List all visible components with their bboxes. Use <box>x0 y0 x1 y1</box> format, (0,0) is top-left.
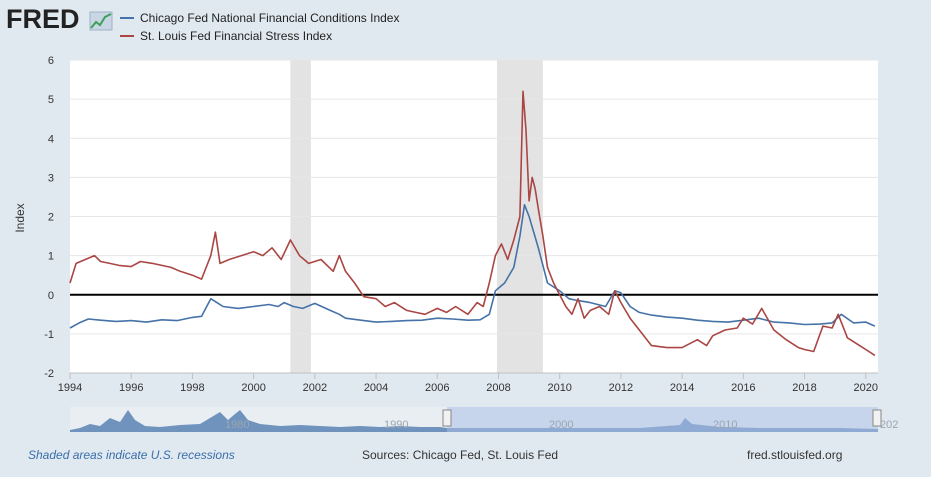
x-tick-label: 1994 <box>58 382 82 394</box>
x-tick-label: 2018 <box>792 382 816 394</box>
x-tick-label: 2014 <box>670 382 694 394</box>
legend: Chicago Fed National Financial Condition… <box>120 9 399 45</box>
site-link[interactable]: fred.stlouisfed.org <box>747 448 843 462</box>
x-tick-label: 1998 <box>180 382 204 394</box>
fred-logo[interactable]: FRED <box>6 4 116 34</box>
axis-layer: -2 -1 0 1 2 3 4 5 6 1994 1996 1998 2000 2002 2004 2006 2… <box>44 55 878 394</box>
legend-swatch-stlfsi <box>120 35 134 37</box>
x-tick-label: 2020 <box>854 382 878 394</box>
navigator-right-handle[interactable] <box>872 409 882 427</box>
x-tick-label: 2004 <box>364 382 388 394</box>
series-layer <box>69 90 876 357</box>
navigator-label-2000: 2000 <box>549 419 573 431</box>
x-tick-label: 1996 <box>119 382 143 394</box>
navigator-left-handle[interactable] <box>442 409 452 427</box>
y-tick-label: 3 <box>48 172 54 184</box>
x-tick-label: 2016 <box>731 382 755 394</box>
y-tick-label: 5 <box>48 94 54 106</box>
y-tick-label: 6 <box>48 55 54 67</box>
y-tick-label: -1 <box>44 329 54 341</box>
fred-logo-graph-icon <box>89 11 113 31</box>
recession-footnote: Shaded areas indicate U.S. recessions <box>28 448 235 462</box>
series-line-stlfsi[interactable] <box>69 90 876 357</box>
navigator-label-1990: 1990 <box>384 419 408 431</box>
legend-label-nfci: Chicago Fed National Financial Condition… <box>140 11 400 25</box>
legend-item-nfci[interactable]: Chicago Fed National Financial Condition… <box>120 9 399 27</box>
legend-label-stlfsi: St. Louis Fed Financial Stress Index <box>140 29 333 43</box>
navigator[interactable]: 1980 1990 2000 2010 202 <box>70 407 898 432</box>
y-tick-label: -2 <box>44 368 54 380</box>
x-tick-label: 2008 <box>486 382 510 394</box>
chart: -2 -1 0 1 2 3 4 5 6 1994 1996 1998 2000 2002 2004 2006 2… <box>13 55 898 432</box>
navigator-label-2010: 2010 <box>713 419 737 431</box>
y-tick-label: 4 <box>48 133 54 145</box>
navigator-selected-range[interactable] <box>447 407 878 432</box>
y-tick-label: 1 <box>48 251 54 263</box>
x-tick-label: 2010 <box>547 382 571 394</box>
sources-text: Sources: Chicago Fed, St. Louis Fed <box>362 448 559 462</box>
legend-item-stlfsi[interactable]: St. Louis Fed Financial Stress Index <box>120 27 399 45</box>
x-tick-label: 2012 <box>609 382 633 394</box>
x-tick-label: 2002 <box>303 382 327 394</box>
y-tick-label: 0 <box>48 290 54 302</box>
legend-swatch-nfci <box>120 17 134 19</box>
y-tick-label: 2 <box>48 212 54 224</box>
navigator-label-1980: 1980 <box>225 419 249 431</box>
fred-logo-text: FRED <box>6 4 80 34</box>
x-tick-label: 2000 <box>241 382 265 394</box>
navigator-label-2020: 202 <box>880 419 898 431</box>
x-tick-label: 2006 <box>425 382 449 394</box>
y-axis-label: Index <box>13 203 27 232</box>
series-line-nfci[interactable] <box>69 204 876 329</box>
